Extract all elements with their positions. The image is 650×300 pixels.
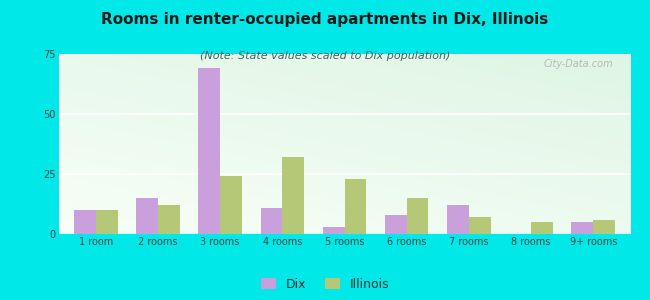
- Text: Rooms in renter-occupied apartments in Dix, Illinois: Rooms in renter-occupied apartments in D…: [101, 12, 549, 27]
- Bar: [158, 205, 180, 234]
- Bar: [282, 157, 304, 234]
- Bar: [593, 220, 615, 234]
- Bar: [469, 217, 491, 234]
- Bar: [323, 227, 345, 234]
- Legend: Dix, Illinois: Dix, Illinois: [261, 278, 389, 291]
- Bar: [571, 222, 593, 234]
- Bar: [136, 198, 158, 234]
- Bar: [261, 208, 282, 234]
- Bar: [74, 210, 96, 234]
- Bar: [447, 205, 469, 234]
- Bar: [531, 222, 552, 234]
- Bar: [220, 176, 242, 234]
- Bar: [385, 215, 407, 234]
- Bar: [96, 210, 118, 234]
- Bar: [344, 179, 366, 234]
- Bar: [198, 68, 220, 234]
- Text: City-Data.com: City-Data.com: [543, 59, 614, 69]
- Bar: [407, 198, 428, 234]
- Text: (Note: State values scaled to Dix population): (Note: State values scaled to Dix popula…: [200, 51, 450, 61]
